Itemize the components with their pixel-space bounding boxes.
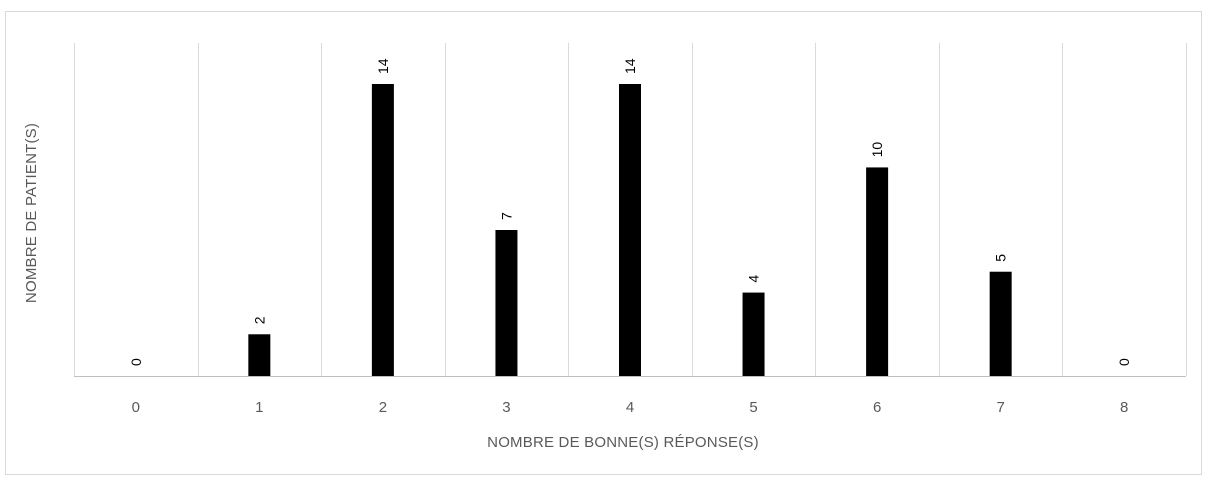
x-tick-label: 6 xyxy=(873,399,881,416)
data-label: 7 xyxy=(498,212,514,220)
x-tick-label: 0 xyxy=(132,399,140,416)
x-tick-labels: 0 1 2 3 4 5 6 7 8 xyxy=(132,399,1129,416)
y-axis-title: NOMBRE DE PATIENT(S) xyxy=(23,123,40,303)
x-tick-label: 2 xyxy=(379,399,387,416)
x-tick-label: 8 xyxy=(1120,399,1128,416)
data-label: 5 xyxy=(993,254,1009,262)
gridlines xyxy=(74,43,1187,376)
data-label: 10 xyxy=(869,142,885,158)
x-tick-label: 7 xyxy=(996,399,1004,416)
bars xyxy=(248,84,1012,376)
bar xyxy=(866,167,889,376)
data-label: 0 xyxy=(1116,358,1132,366)
data-label: 0 xyxy=(128,358,144,366)
bar xyxy=(619,84,641,376)
bar xyxy=(495,230,518,376)
bar xyxy=(371,84,394,376)
x-tick-label: 1 xyxy=(255,399,263,416)
bar xyxy=(742,292,765,376)
bar xyxy=(989,271,1012,376)
data-labels: 0 2 14 7 14 4 10 5 0 xyxy=(128,58,1132,366)
x-tick-label: 5 xyxy=(749,399,757,416)
x-tick-label: 3 xyxy=(502,399,510,416)
x-tick-label: 4 xyxy=(626,399,634,416)
bar xyxy=(248,334,271,376)
chart-frame xyxy=(5,11,1202,475)
data-label: 14 xyxy=(622,58,638,74)
data-label: 4 xyxy=(746,275,762,283)
data-label: 14 xyxy=(375,58,391,74)
data-label: 2 xyxy=(251,316,267,324)
x-axis-title: NOMBRE DE BONNE(S) RÉPONSE(S) xyxy=(487,434,759,451)
